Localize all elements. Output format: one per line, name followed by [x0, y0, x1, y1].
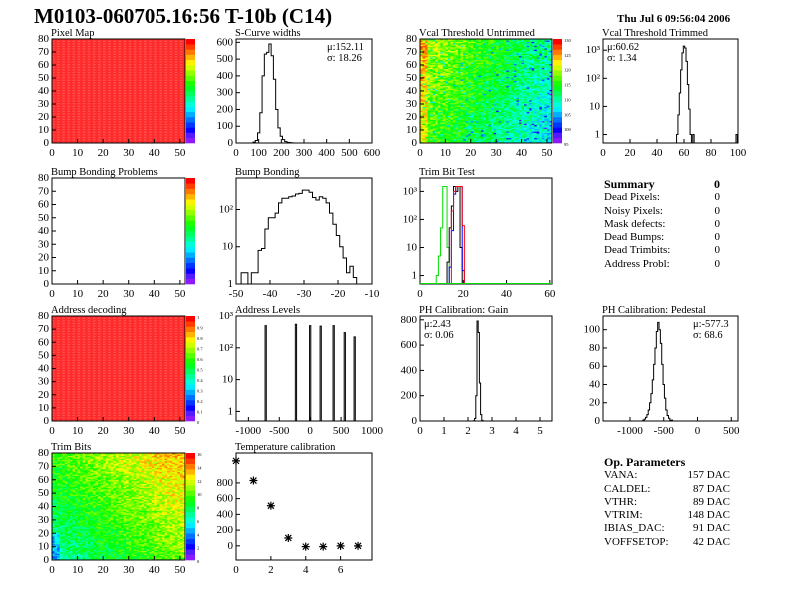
y-tick-label: 200: [217, 103, 234, 115]
x-tick-label: 600: [364, 147, 381, 159]
x-tick-label: 100: [250, 147, 267, 159]
x-tick-label: 20: [98, 147, 110, 159]
palette-swatch: [186, 55, 195, 61]
palette-swatch: [186, 49, 195, 55]
palette-swatch: [186, 75, 195, 81]
palette-swatch: [186, 127, 195, 132]
y-tick-label: 80: [38, 33, 50, 45]
stats-label: σ: 18.26: [327, 53, 362, 64]
palette-swatch: [186, 60, 195, 66]
palette-swatch: [186, 44, 195, 50]
x-tick-label: 50: [174, 147, 186, 159]
palette-swatch: [186, 101, 195, 107]
pixel-map-pad: [52, 39, 195, 143]
y-tick-label: 600: [217, 36, 234, 48]
palette-swatch: [186, 117, 195, 123]
y-tick-label: 0: [44, 137, 50, 149]
palette-swatch: [186, 138, 195, 144]
x-tick-label: 0: [233, 147, 239, 159]
x-tick-label: 30: [123, 147, 135, 159]
x-tick-label: 400: [318, 147, 335, 159]
x-tick-label: 500: [341, 147, 358, 159]
palette-swatch: [186, 70, 195, 76]
stats-label: μ:152.11: [327, 42, 364, 53]
vcal-threshold-untrimmed-pad: [420, 39, 562, 143]
chart-title: S-Curve widths: [235, 28, 301, 39]
y-tick-label: 10: [38, 124, 50, 136]
y-tick-label: 500: [217, 53, 234, 65]
y-tick-label: 30: [38, 98, 50, 110]
y-tick-label: 50: [38, 72, 50, 84]
x-tick-label: 200: [273, 147, 290, 159]
y-tick-label: 0: [228, 137, 234, 149]
y-tick-label: 40: [38, 85, 50, 97]
palette-swatch: [186, 107, 195, 113]
palette-swatch: [186, 81, 195, 87]
y-tick-label: 400: [217, 70, 234, 82]
chart-title: Pixel Map: [51, 28, 94, 39]
x-tick-label: 300: [296, 147, 313, 159]
palette-swatch: [186, 91, 195, 97]
x-tick-label: 0: [49, 147, 55, 159]
y-tick-label: 70: [38, 46, 50, 58]
palette-swatch: [186, 122, 195, 128]
palette-swatch: [186, 65, 195, 71]
palette-swatch: [186, 86, 195, 92]
palette-swatch: [186, 39, 195, 45]
x-tick-label: 10: [72, 147, 84, 159]
x-tick-label: 40: [149, 147, 161, 159]
palette-swatch: [186, 133, 195, 139]
y-tick-label: 20: [38, 111, 50, 123]
y-tick-label: 60: [38, 59, 50, 71]
palette-swatch: [186, 96, 195, 102]
palette-swatch: [186, 112, 195, 118]
y-tick-label: 100: [217, 120, 234, 132]
y-tick-label: 300: [217, 87, 234, 99]
histogram-series-0: [253, 44, 294, 143]
